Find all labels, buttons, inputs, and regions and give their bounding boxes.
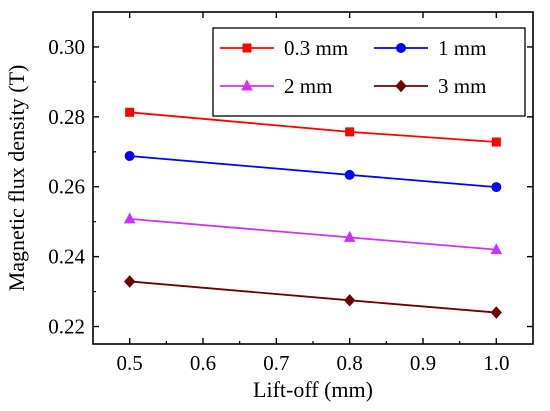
- legend-label: 0.3 mm: [284, 36, 348, 60]
- data-point: [124, 150, 135, 161]
- legend-entry: 3 mm: [374, 74, 486, 98]
- legend-label: 1 mm: [438, 36, 486, 60]
- data-point: [490, 243, 503, 255]
- x-tick-label: 0.5: [117, 351, 143, 375]
- data-point: [491, 182, 502, 193]
- series-line: [129, 155, 497, 188]
- tick-labels: 0.5 0.6 0.7 0.8 0.9 1.0 0.22 0.24 0.26 0.28 0.30: [48, 35, 509, 375]
- x-tick-label: 0.8: [337, 351, 363, 375]
- series-3: [123, 275, 503, 319]
- plot-frame: [92, 11, 534, 345]
- series-0: [125, 107, 501, 147]
- legend-entry: 0.3 mm: [220, 36, 348, 60]
- legend-marker: [395, 79, 407, 93]
- tick-marks: [93, 12, 533, 344]
- data-point: [490, 306, 503, 319]
- series-line: [129, 111, 497, 143]
- series-layer: [123, 107, 503, 319]
- legend-marker: [396, 43, 406, 53]
- y-tick-label: 0.24: [48, 245, 85, 269]
- data-point: [491, 137, 501, 147]
- y-tick-label: 0.22: [48, 315, 85, 339]
- data-point: [344, 169, 355, 180]
- x-tick-label: 0.9: [410, 351, 436, 375]
- y-tick-label: 0.30: [48, 35, 85, 59]
- x-tick-label: 0.6: [190, 351, 216, 375]
- legend-marker: [241, 79, 253, 91]
- legend-label: 3 mm: [438, 74, 486, 98]
- legend-frame: [212, 27, 526, 117]
- y-tick-label: 0.28: [48, 105, 85, 129]
- data-point: [345, 127, 355, 137]
- x-tick-label: 0.7: [263, 351, 289, 375]
- data-point: [343, 294, 356, 307]
- legend-label: 2 mm: [284, 74, 332, 98]
- legend-entry: 2 mm: [220, 74, 332, 98]
- data-point: [123, 212, 136, 224]
- data-point: [123, 275, 136, 288]
- legend: 0.3 mm 1 mm 2 mm 3 mm: [212, 27, 526, 117]
- series-2: [123, 212, 503, 255]
- series-1: [124, 150, 502, 193]
- y-axis-label: Magnetic flux density (T): [4, 65, 29, 292]
- x-tick-label: 1.0: [483, 351, 509, 375]
- series-line: [129, 217, 497, 251]
- x-axis-label: Lift-off (mm): [253, 377, 373, 402]
- data-point: [343, 230, 356, 242]
- legend-entry: 1 mm: [374, 36, 486, 60]
- y-tick-label: 0.26: [48, 175, 85, 199]
- data-point: [125, 107, 135, 117]
- series-line: [129, 280, 497, 314]
- legend-marker: [242, 43, 252, 53]
